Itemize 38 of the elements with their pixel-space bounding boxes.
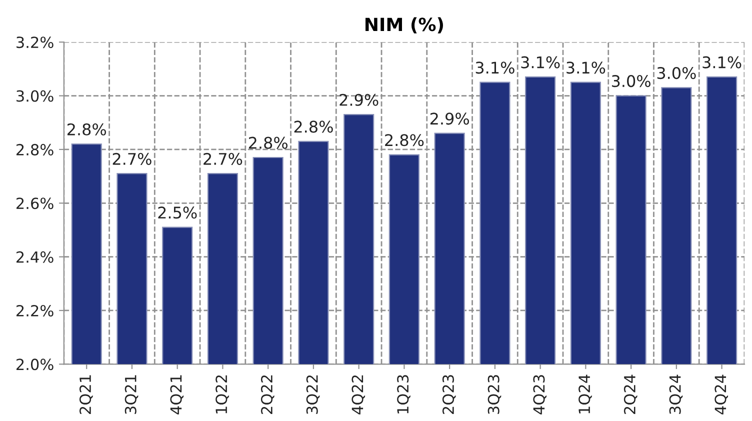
y-tick-label: 2.8% <box>16 144 54 156</box>
data-label: 2.8% <box>294 120 333 133</box>
x-tick-label: 2Q23 <box>442 375 456 414</box>
y-tick-label: 3.2% <box>16 36 54 48</box>
data-label: 3.1% <box>476 62 514 74</box>
data-label: 2.8% <box>385 134 424 146</box>
x-tick-label: 2Q21 <box>79 375 93 414</box>
data-label: 2.7% <box>112 152 152 165</box>
data-label: 2.7% <box>204 152 242 165</box>
data-label: 2.9% <box>340 94 378 106</box>
data-label: 3.1% <box>702 56 742 68</box>
data-label: 2.9% <box>430 112 469 125</box>
x-tick-label: 1Q22 <box>216 375 229 414</box>
x-tick-label: 2Q22 <box>260 375 274 414</box>
data-label: 2.8% <box>248 136 288 149</box>
y-tick-label: 3.0% <box>16 90 54 102</box>
y-tick-label: 2.6% <box>16 198 54 210</box>
data-label: 2.8% <box>67 123 106 136</box>
x-tick-label: 2Q24 <box>624 374 638 414</box>
data-label: 3.0% <box>657 66 696 80</box>
y-tick-label: 2.4% <box>16 251 54 263</box>
data-label: 3.0% <box>612 75 650 88</box>
x-tick-label: 3Q24 <box>669 374 683 414</box>
y-tick-label: 2.2% <box>16 304 54 317</box>
x-tick-label: 1Q23 <box>397 375 410 414</box>
x-tick-label: 4Q24 <box>714 374 728 414</box>
x-tick-label: 1Q24 <box>578 374 592 414</box>
y-tick-label: 2.0% <box>16 358 54 370</box>
data-label: 3.1% <box>521 56 560 68</box>
x-tick-label: 3Q21 <box>124 375 138 414</box>
x-tick-label: 4Q23 <box>533 375 546 414</box>
x-tick-label: 4Q21 <box>170 375 184 414</box>
data-label: 3.1% <box>566 62 606 74</box>
x-tick-label: 3Q22 <box>306 375 320 414</box>
chart-title: NIM (%) <box>366 17 443 34</box>
x-tick-label: 3Q23 <box>488 375 502 414</box>
data-label: 2.5% <box>158 206 197 219</box>
x-tick-label: 4Q22 <box>352 375 366 414</box>
